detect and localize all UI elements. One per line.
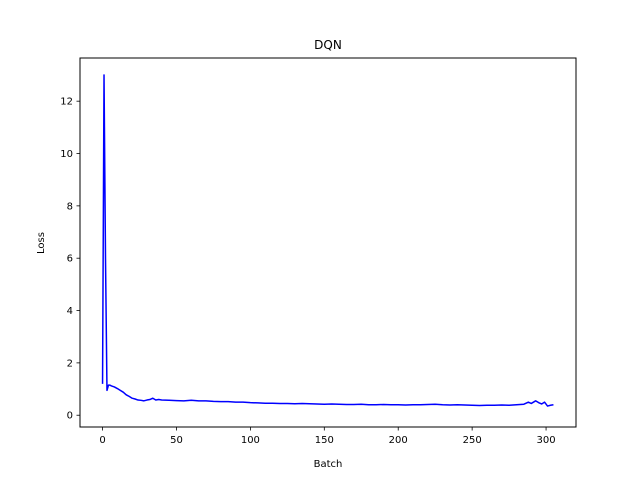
x-axis-label: Batch xyxy=(314,459,343,470)
x-tick-label: 0 xyxy=(99,435,105,446)
y-tick-label: 8 xyxy=(67,201,73,212)
x-tick-label: 50 xyxy=(170,435,183,446)
y-tick-label: 12 xyxy=(60,97,73,108)
chart-title: DQN xyxy=(314,38,342,52)
x-tick-label: 150 xyxy=(315,435,334,446)
y-tick-label: 4 xyxy=(67,306,73,317)
axis-ticks: 0 50 100 150 200 250 300 0 2 4 6 8 10 12 xyxy=(60,97,555,446)
loss-series-line xyxy=(101,74,554,407)
x-tick-label: 100 xyxy=(241,435,260,446)
x-tick-label: 300 xyxy=(537,435,556,446)
y-tick-label: 10 xyxy=(60,149,73,160)
y-tick-label: 2 xyxy=(67,358,73,369)
x-tick-label: 250 xyxy=(463,435,482,446)
y-tick-label: 6 xyxy=(67,254,73,265)
x-tick-label: 200 xyxy=(389,435,408,446)
plot-area xyxy=(101,74,554,407)
y-tick-label: 0 xyxy=(67,411,73,422)
y-axis-label: Loss xyxy=(36,232,47,254)
axes-frame xyxy=(79,57,577,428)
